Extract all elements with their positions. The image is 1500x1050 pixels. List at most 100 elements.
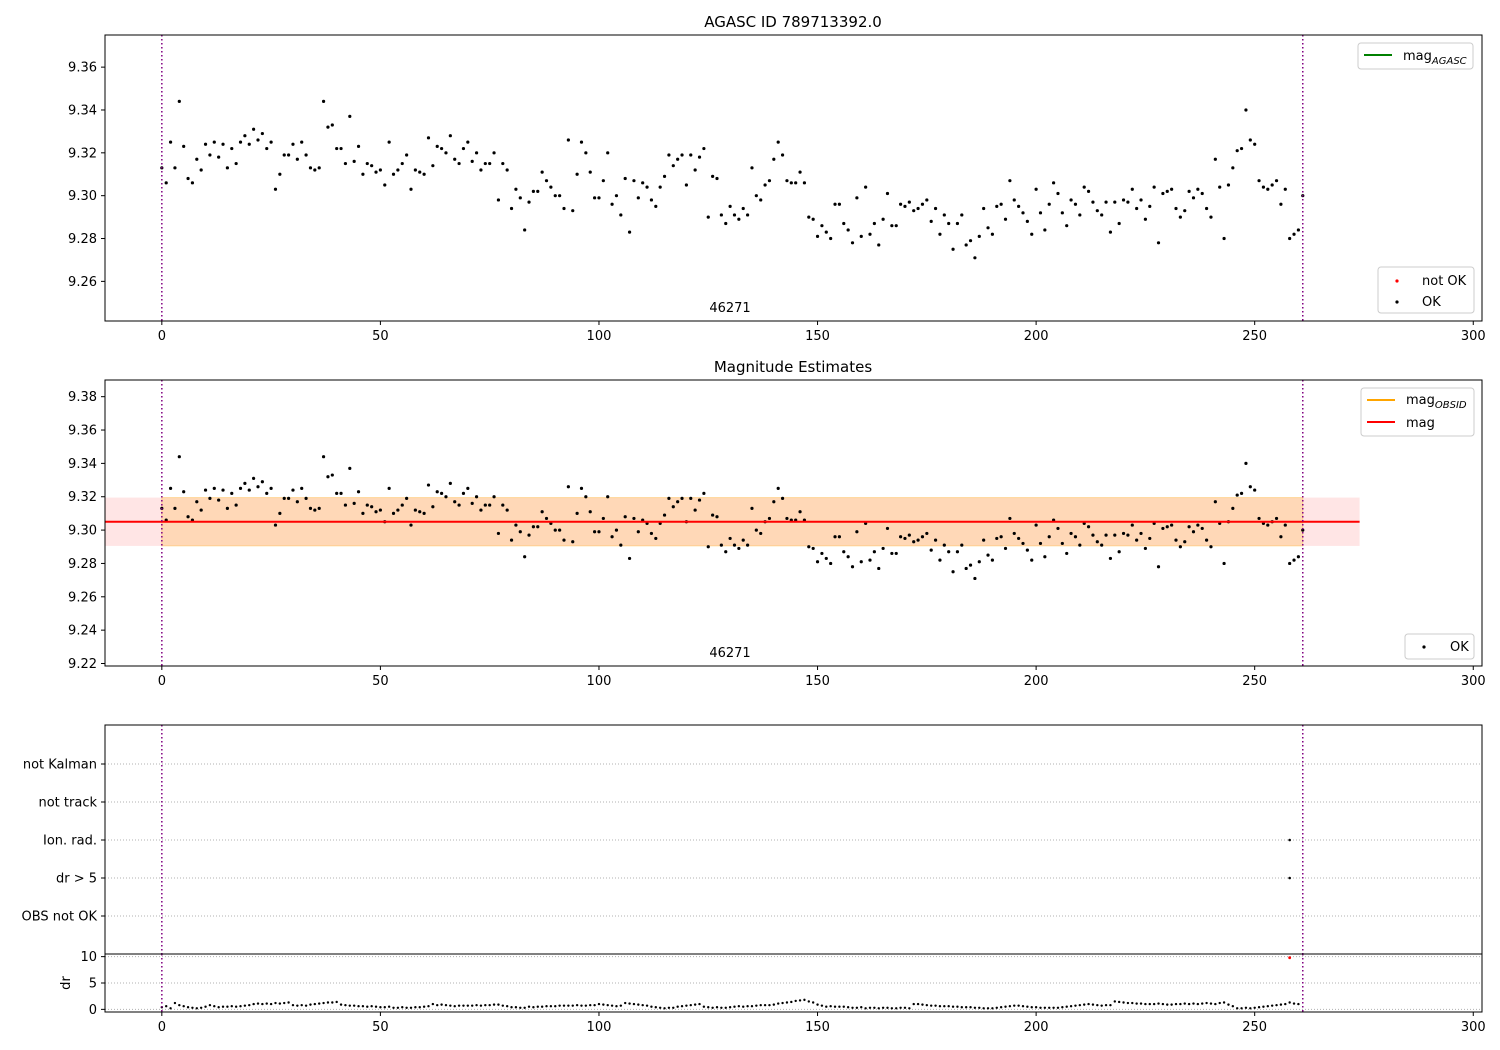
dr-data-point bbox=[339, 1003, 343, 1006]
dr-data-point bbox=[322, 1001, 325, 1005]
estimate-data-point bbox=[584, 495, 588, 499]
agasc-data-point bbox=[658, 185, 662, 189]
estimate-data-point bbox=[483, 503, 487, 507]
dr-data-point bbox=[619, 1004, 623, 1007]
estimate-data-point bbox=[479, 508, 483, 512]
agasc-data-point bbox=[1270, 183, 1274, 187]
dr-data-point bbox=[842, 1005, 845, 1008]
dr-data-point bbox=[680, 1005, 684, 1008]
agasc-data-point bbox=[1073, 202, 1078, 206]
agasc-data-point bbox=[1200, 191, 1204, 196]
dr-data-point bbox=[532, 1006, 535, 1009]
agasc-data-point bbox=[1104, 200, 1108, 204]
estimate-data-point bbox=[225, 506, 229, 511]
dr-data-point bbox=[868, 1006, 872, 1009]
agasc-data-point bbox=[1130, 187, 1134, 191]
estimate-data-point bbox=[1288, 561, 1292, 566]
agasc-data-point bbox=[1288, 236, 1292, 241]
estimate-data-point bbox=[221, 488, 225, 492]
agasc-data-point bbox=[1117, 221, 1121, 226]
agasc-data-point bbox=[995, 204, 999, 208]
estimate-data-point bbox=[1047, 535, 1051, 539]
agasc-data-point bbox=[426, 136, 431, 140]
dr-data-point bbox=[1214, 1002, 1217, 1006]
dr-data-point bbox=[256, 1002, 260, 1005]
agasc-data-point bbox=[387, 140, 391, 144]
estimate-data-point bbox=[527, 533, 531, 537]
agasc-data-point bbox=[1008, 179, 1012, 183]
estimate-data-point bbox=[676, 500, 680, 504]
dr-data-point bbox=[269, 1002, 273, 1006]
estimate-data-point bbox=[540, 510, 544, 514]
dr-data-point bbox=[855, 1006, 859, 1009]
dr-data-point bbox=[873, 1006, 876, 1009]
ok-legend-marker bbox=[1422, 645, 1426, 649]
estimate-data-point bbox=[1012, 531, 1016, 536]
agasc-data-point bbox=[763, 183, 767, 187]
estimate-data-point bbox=[1274, 516, 1279, 521]
flag-point bbox=[1288, 876, 1291, 880]
dr-data-point bbox=[348, 1004, 351, 1007]
agasc-data-point bbox=[505, 168, 509, 172]
agasc-data-point bbox=[907, 200, 911, 204]
dr-data-point bbox=[1157, 1002, 1160, 1005]
estimate-data-point bbox=[623, 515, 627, 519]
estimate-data-point bbox=[1008, 516, 1012, 521]
agasc-data-point bbox=[356, 144, 361, 149]
agasc-data-point bbox=[1025, 219, 1029, 223]
dr-data-point bbox=[580, 1004, 583, 1007]
estimate-data-point bbox=[868, 558, 872, 562]
flag-point bbox=[1288, 838, 1291, 842]
agasc-data-point bbox=[501, 161, 505, 166]
estimate-data-point bbox=[890, 551, 894, 556]
agasc-data-point bbox=[405, 153, 409, 157]
estimate-data-point bbox=[208, 496, 212, 501]
estimate-data-point bbox=[1292, 558, 1296, 562]
estimate-data-point bbox=[1069, 531, 1073, 536]
estimate-data-point bbox=[719, 543, 723, 547]
dr-data-point bbox=[790, 1000, 793, 1004]
agasc-data-point bbox=[982, 206, 986, 211]
estimate-data-point bbox=[780, 496, 785, 501]
agasc-data-point bbox=[527, 200, 531, 204]
panel1-point-legend-box bbox=[1377, 266, 1475, 314]
dr-data-point bbox=[654, 1006, 657, 1009]
panel4-ytick-label: 10 bbox=[80, 950, 97, 965]
dr-data-point bbox=[287, 1001, 290, 1004]
agasc-data-point bbox=[168, 140, 173, 144]
agasc-data-point bbox=[999, 202, 1003, 206]
estimate-data-point bbox=[1239, 491, 1244, 495]
estimate-data-point bbox=[671, 505, 675, 509]
estimate-data-point bbox=[824, 556, 828, 561]
agasc-data-point bbox=[811, 217, 815, 221]
estimate-data-point bbox=[1060, 541, 1064, 546]
agasc-data-point bbox=[1065, 224, 1069, 228]
estimate-data-point bbox=[260, 480, 264, 484]
estimate-data-point bbox=[544, 516, 549, 521]
estimate-data-point bbox=[938, 558, 942, 562]
dr-data-point bbox=[304, 1004, 308, 1007]
estimate-data-point bbox=[667, 496, 671, 501]
dr-data-point bbox=[1048, 1006, 1051, 1009]
flag-category-label: dr > 5 bbox=[56, 872, 97, 887]
estimate-data-point bbox=[728, 536, 732, 541]
dr-data-point bbox=[1297, 1002, 1300, 1006]
estimate-data-point bbox=[461, 491, 466, 495]
panel4-xtick-label: 150 bbox=[805, 1020, 830, 1035]
estimate-data-point bbox=[453, 500, 457, 504]
dr-data-point bbox=[409, 1006, 413, 1009]
estimate-data-point bbox=[426, 483, 431, 487]
agasc-data-point bbox=[807, 215, 811, 219]
dr-data-point bbox=[519, 1006, 522, 1009]
estimate-data-point bbox=[168, 486, 173, 490]
dr-data-point bbox=[610, 1004, 614, 1007]
dr-data-point bbox=[475, 1003, 478, 1007]
estimate-data-point bbox=[1034, 523, 1038, 527]
estimate-data-point bbox=[566, 485, 570, 489]
dr-data-point bbox=[737, 1005, 741, 1008]
dr-data-point bbox=[571, 1004, 574, 1007]
dr-data-point bbox=[986, 1007, 990, 1010]
estimate-data-point bbox=[1078, 543, 1082, 547]
estimate-data-point bbox=[706, 545, 710, 549]
estimate-data-point bbox=[558, 528, 562, 532]
